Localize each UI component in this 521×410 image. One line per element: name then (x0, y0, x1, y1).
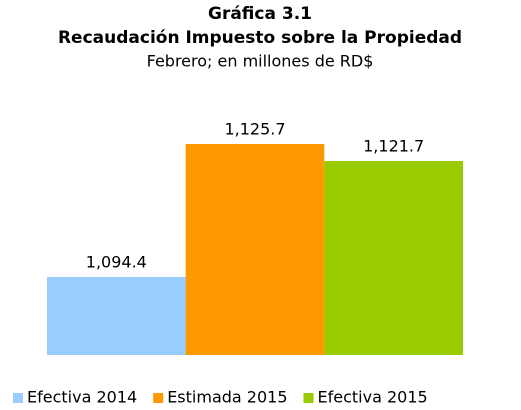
data-label: 1,094.4 (86, 252, 147, 271)
bar (47, 276, 186, 355)
bar (324, 160, 463, 355)
legend-label: Efectiva 2014 (27, 388, 137, 407)
bar (185, 144, 325, 355)
legend-label: Estimada 2015 (167, 388, 287, 407)
data-label: 1,121.7 (363, 136, 424, 155)
legend-swatch (153, 393, 164, 403)
legend-swatch (13, 393, 23, 403)
data-label: 1,125.7 (224, 120, 285, 139)
chart-note: Febrero; en millones de RD$ (147, 52, 374, 71)
legend-label: Efectiva 2015 (318, 388, 428, 407)
chart-title: Gráfica 3.1 (208, 4, 312, 24)
legend-swatch (303, 393, 314, 403)
chart-subtitle: Recaudación Impuesto sobre la Propiedad (58, 28, 462, 48)
